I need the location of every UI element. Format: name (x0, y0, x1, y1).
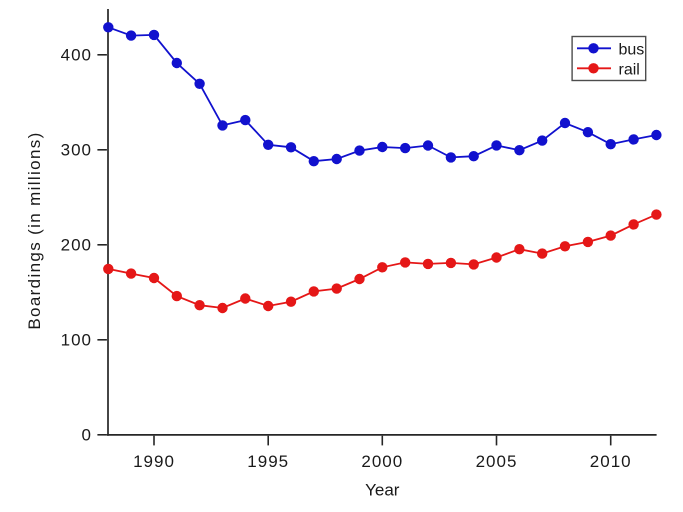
svg-text:300: 300 (61, 141, 92, 160)
svg-text:2005: 2005 (476, 452, 518, 471)
svg-text:Boardings (in millions): Boardings (in millions) (25, 131, 44, 329)
svg-text:Year: Year (365, 481, 400, 500)
svg-text:2010: 2010 (590, 452, 632, 471)
svg-text:0: 0 (82, 426, 92, 445)
svg-text:200: 200 (61, 236, 92, 255)
svg-text:rail: rail (619, 62, 640, 79)
svg-text:400: 400 (61, 46, 92, 65)
svg-text:2000: 2000 (361, 452, 403, 471)
svg-text:bus: bus (619, 42, 645, 59)
svg-text:1990: 1990 (133, 452, 175, 471)
svg-text:100: 100 (61, 331, 92, 350)
svg-text:1995: 1995 (247, 452, 289, 471)
